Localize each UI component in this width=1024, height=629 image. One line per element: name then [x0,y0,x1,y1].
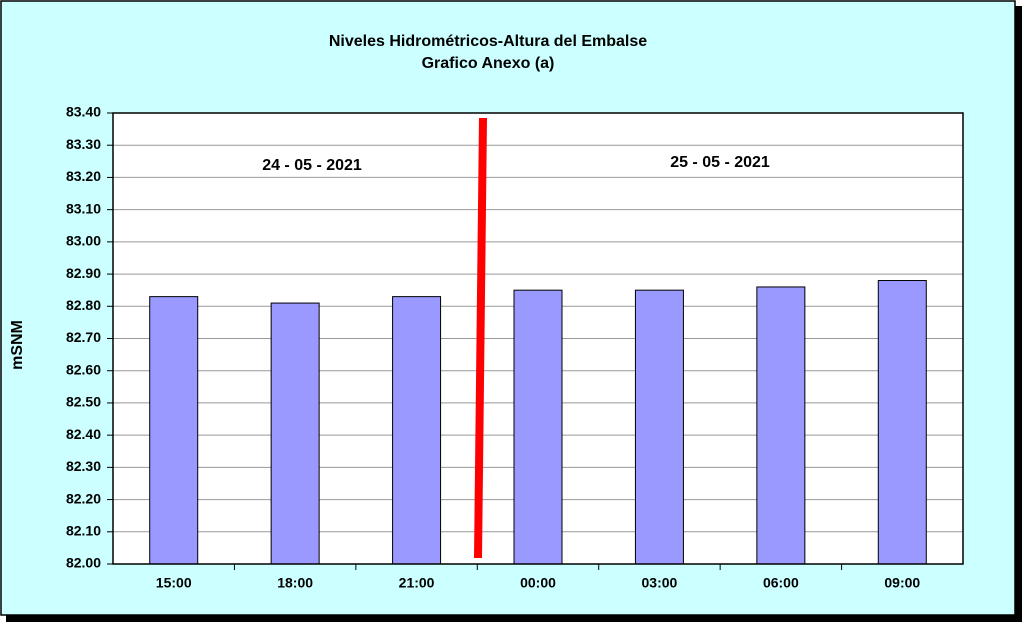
y-tick-label: 83.10 [66,200,101,216]
day-separator [474,117,487,559]
x-tick-label: 15:00 [156,575,192,591]
y-tick-label: 82.50 [66,394,101,410]
chart-title: Niveles Hidrométricos-Altura del Embalse [329,33,647,50]
y-tick-label: 82.40 [66,426,101,442]
y-tick-label: 83.20 [66,168,101,184]
bar [756,286,806,565]
bar [270,302,320,565]
x-tick-label: 21:00 [399,575,435,591]
y-tick-label: 82.60 [66,361,101,377]
y-tick-label: 82.10 [66,522,101,538]
y-tick-label: 83.40 [66,104,101,120]
y-tick-label: 82.30 [66,458,101,474]
x-tick-label: 09:00 [884,575,920,591]
annotation: 24 - 05 - 2021 [262,157,362,174]
y-tick-label: 82.80 [66,297,101,313]
bar [149,296,199,565]
chart-subtitle: Grafico Anexo (a) [422,55,555,72]
bar [877,280,927,565]
bar [513,289,563,565]
x-tick-label: 03:00 [642,575,678,591]
bar [392,296,442,565]
x-tick-label: 00:00 [520,575,556,591]
y-tick-label: 83.00 [66,233,101,249]
y-tick-label: 82.00 [66,555,101,571]
plot-border [112,112,964,565]
x-tick-label: 18:00 [277,575,313,591]
y-tick-label: 82.70 [66,329,101,345]
y-tick-label: 82.90 [66,265,101,281]
y-axis-label: mSNM [9,320,26,370]
y-tick-label: 83.30 [66,136,101,152]
x-tick-label: 06:00 [763,575,799,591]
annotation: 25 - 05 - 2021 [670,154,770,171]
bar [634,289,684,565]
y-tick-label: 82.20 [66,490,101,506]
